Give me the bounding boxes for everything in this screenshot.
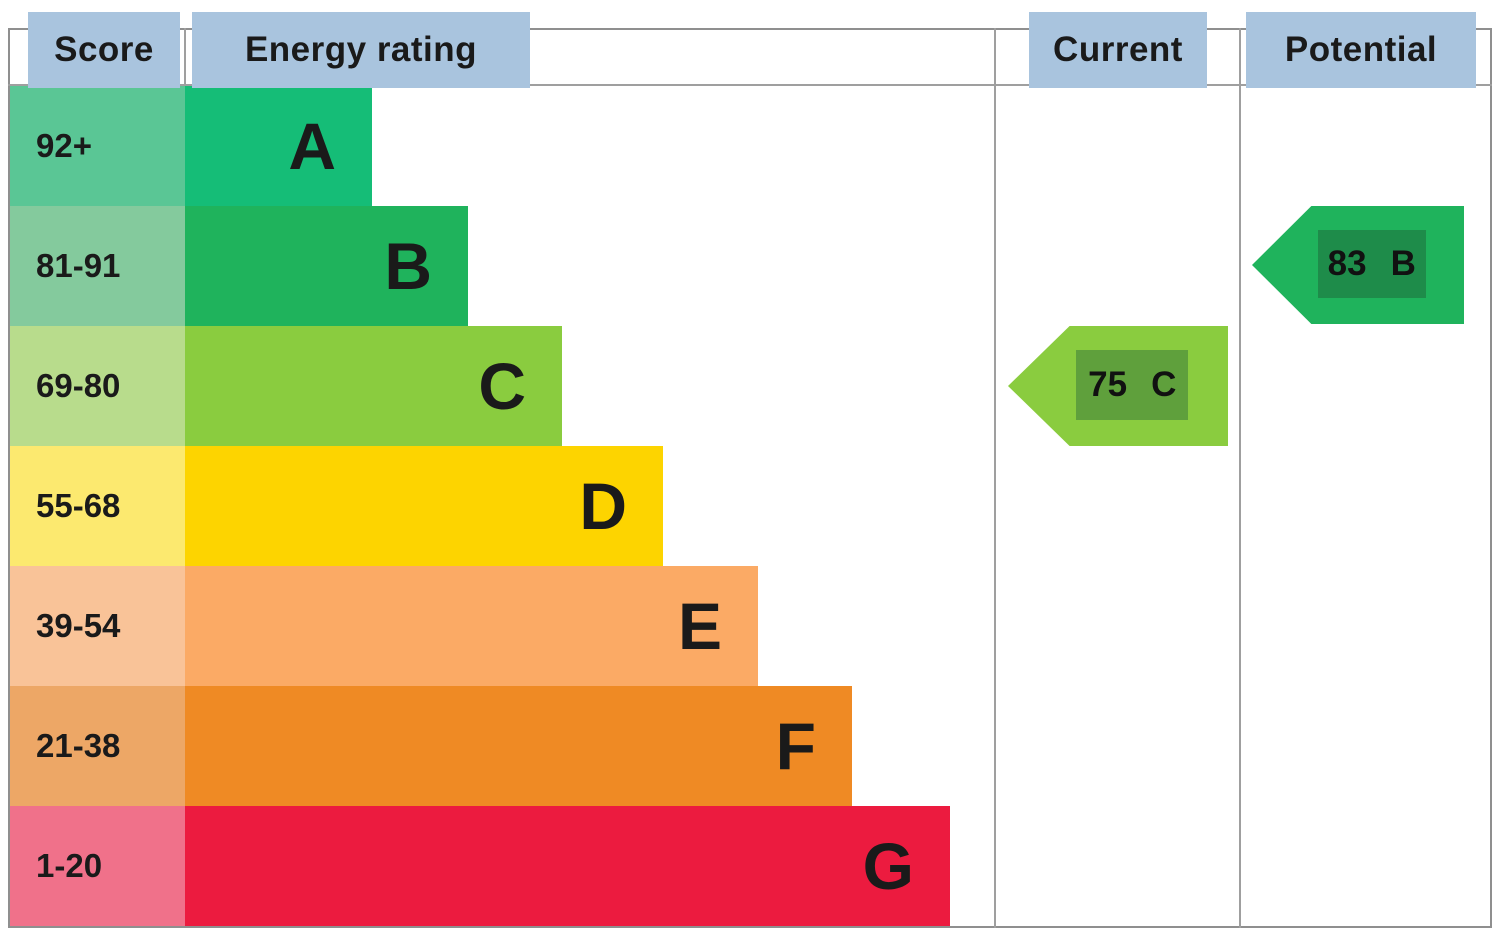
table-frame [8,28,1492,928]
band-bar-b: B [185,206,468,326]
band-score-range-b: 81-91 [10,206,185,326]
current-rating-band-letter: C [1151,364,1177,404]
energy-rating-column-header: Energy rating [192,12,530,88]
band-bar-d: D [185,446,663,566]
potential-column-header: Potential [1246,12,1476,88]
band-letter: D [579,469,627,543]
potential-rating-value-box: 83 B [1317,229,1426,299]
band-bar-f: F [185,686,852,806]
band-bar-c: C [185,326,562,446]
band-letter: F [775,709,816,783]
band-bar-g: G [185,806,950,926]
header-divider-line [8,84,1492,86]
current-rating-value-box: 75 C [1076,350,1189,420]
band-score-range-f: 21-38 [10,686,185,806]
band-letter: E [677,589,722,663]
band-letter: B [384,229,432,303]
band-score-range-g: 1-20 [10,806,185,926]
band-letter: C [478,349,526,423]
band-score-range-d: 55-68 [10,446,185,566]
potential-rating-band-letter: B [1390,243,1416,283]
score-column-header: Score [28,12,180,88]
band-score-range-c: 69-80 [10,326,185,446]
current-rating-score: 75 [1088,364,1128,404]
band-bar-a: A [185,86,372,206]
potential-rating-score: 83 [1327,243,1367,283]
band-letter: G [862,829,914,903]
current-column-header: Current [1029,12,1207,88]
band-letter: A [288,109,336,183]
band-bar-e: E [185,566,758,686]
score-column-divider [184,28,186,86]
potential-column-divider [1239,28,1241,928]
band-score-range-a: 92+ [10,86,185,206]
band-score-range-e: 39-54 [10,566,185,686]
current-column-divider [994,28,996,928]
